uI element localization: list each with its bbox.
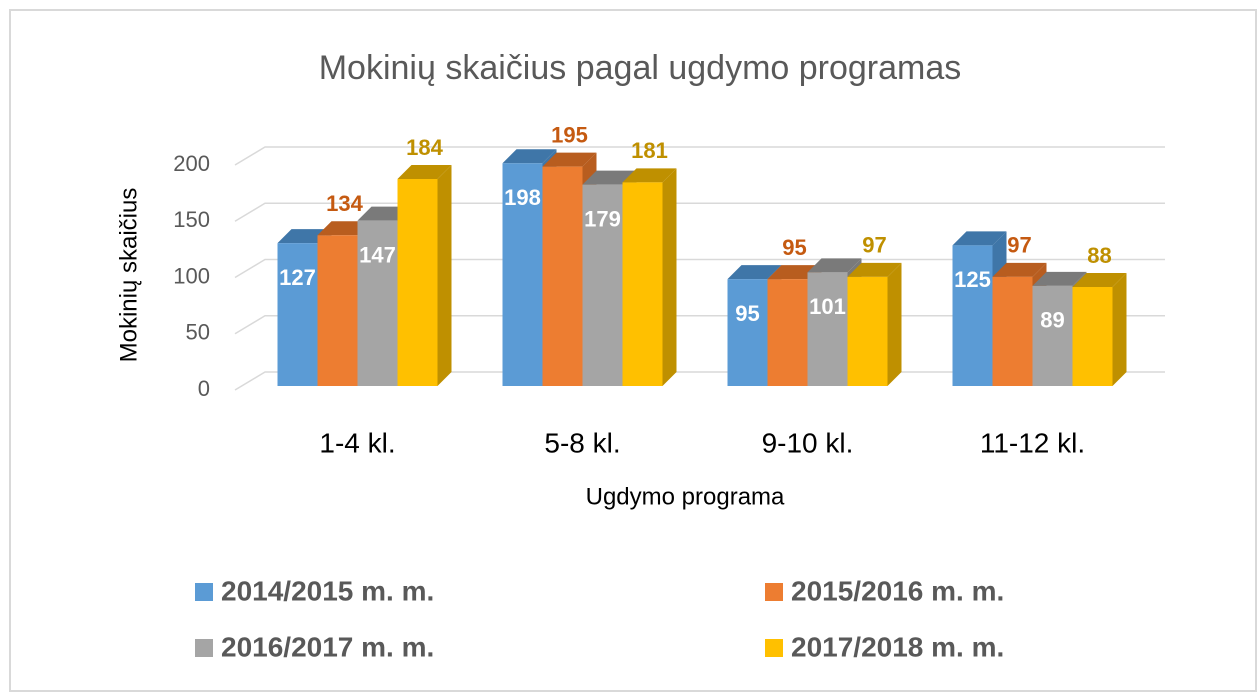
bar-face	[767, 279, 808, 386]
bar-face	[847, 276, 888, 386]
bar-face	[887, 262, 902, 386]
data-label: 89	[1040, 308, 1064, 333]
data-label: 181	[631, 138, 668, 163]
bar-face	[847, 262, 902, 277]
bar-face	[727, 265, 782, 280]
bar-face	[807, 272, 848, 386]
legend-label: 2016/2017 m. m.	[221, 631, 434, 662]
bar-face	[542, 152, 597, 167]
bar-face	[1072, 273, 1127, 287]
x-axis-label: Ugdymo programa	[586, 483, 785, 510]
legend-swatch	[195, 639, 213, 657]
bar-face	[502, 163, 543, 386]
bar-face	[1072, 287, 1113, 386]
x-tick-label: 5-8 kl.	[544, 427, 620, 458]
y-tick-label: 150	[173, 207, 210, 232]
legend-swatch	[195, 583, 213, 601]
bar-face	[1032, 285, 1073, 386]
bar-face	[952, 231, 1007, 246]
bar	[397, 165, 452, 386]
bar-face	[502, 149, 557, 164]
bar-face	[622, 182, 663, 386]
legend-swatch	[765, 639, 783, 657]
y-tick-label: 200	[173, 151, 210, 176]
data-label: 147	[359, 242, 396, 267]
grid-line	[234, 202, 1165, 222]
bar	[1072, 273, 1127, 386]
data-label: 95	[735, 301, 759, 326]
chart-title: Mokinių skaičius pagal ugdymo programas	[319, 49, 962, 87]
y-tick-label: 100	[173, 263, 210, 288]
data-label: 88	[1087, 243, 1111, 268]
bar	[847, 262, 902, 386]
bar-face	[727, 279, 768, 386]
data-label: 97	[1007, 233, 1031, 258]
bar-face	[952, 245, 993, 386]
bar-face	[992, 262, 1047, 277]
data-label: 179	[584, 206, 621, 231]
bar-face	[277, 243, 318, 386]
bar	[622, 168, 677, 386]
bar-face	[992, 276, 1033, 386]
bar-face	[582, 184, 623, 386]
legend-swatch	[765, 583, 783, 601]
legend-label: 2014/2015 m. m.	[221, 575, 434, 606]
grid-line	[234, 258, 1165, 279]
data-label: 134	[326, 191, 363, 216]
bar-face	[807, 258, 862, 273]
legend-label: 2017/2018 m. m.	[791, 631, 1004, 662]
data-label: 195	[551, 122, 588, 147]
legend-label: 2015/2016 m. m.	[791, 575, 1004, 606]
x-tick-label: 11-12 kl.	[980, 427, 1085, 458]
bar-face	[357, 220, 398, 386]
bar-face	[622, 168, 677, 183]
data-label: 198	[504, 185, 541, 210]
data-label: 184	[406, 135, 443, 160]
y-tick-label: 50	[186, 320, 210, 345]
data-label: 95	[782, 235, 806, 260]
bar-face	[437, 165, 452, 386]
bar-face	[397, 179, 438, 386]
bar-face	[662, 168, 677, 386]
data-label: 127	[279, 265, 316, 290]
data-label: 97	[862, 233, 886, 258]
data-label: 125	[954, 267, 991, 292]
bar-face	[1032, 271, 1087, 286]
bar-face	[582, 170, 637, 185]
bar-face	[317, 235, 358, 386]
bar-face	[1112, 273, 1127, 386]
x-tick-label: 1-4 kl.	[319, 427, 395, 458]
grid-line	[234, 146, 1165, 166]
bar-face	[397, 165, 452, 179]
bar-face	[542, 166, 583, 386]
x-tick-label: 9-10 kl.	[762, 427, 854, 458]
data-label: 101	[809, 294, 846, 319]
y-axis-label: Mokinių skaičius	[115, 188, 142, 363]
y-tick-label: 0	[198, 376, 210, 401]
